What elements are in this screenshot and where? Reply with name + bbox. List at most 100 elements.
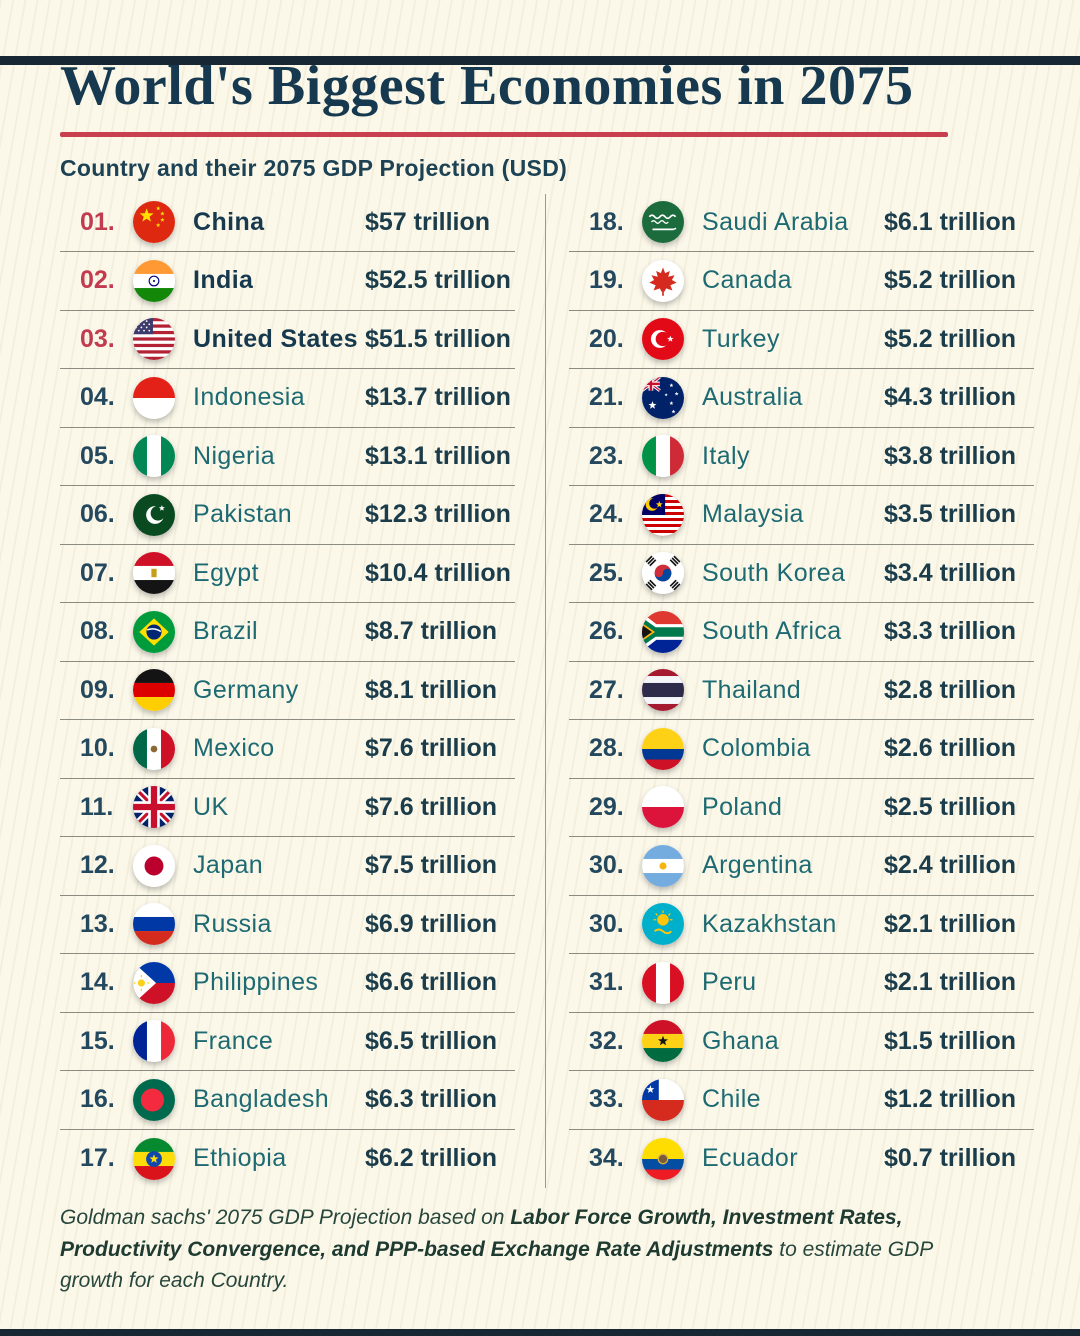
gdp-value: $13.1 trillion [365,441,511,470]
flag-argentina-icon [642,844,684,887]
country-name: Pakistan [193,500,293,529]
flag-germany-icon [133,669,175,712]
country-name: Nigeria [193,441,275,470]
country-name: India [193,266,254,295]
country-name: Japan [193,851,264,880]
rank-number: 27. [589,675,624,704]
list-item: 30. Kazakhstan $2.1 trillion [569,896,1034,955]
country-name: France [193,1026,274,1055]
flag-kazakhstan-icon [642,903,684,946]
gdp-value: $2.6 trillion [884,734,1016,763]
flag-italy-icon [642,435,684,478]
flag-russia-icon [133,903,175,946]
flag-bangladesh-icon [133,1078,175,1121]
flag-japan-icon [133,844,175,887]
bottom-edge-strip [0,1329,1080,1336]
gdp-value: $0.7 trillion [884,1144,1016,1173]
country-name: South Africa [702,617,842,646]
flag-mexico-icon [133,727,175,770]
rank-number: 29. [589,792,624,821]
rank-number: 32. [589,1026,624,1055]
list-item: 13. Russia $6.9 trillion [60,896,515,955]
gdp-value: $2.8 trillion [884,675,1016,704]
list-item: 07. Egypt $10.4 trillion [60,545,515,604]
gdp-value: $52.5 trillion [365,266,511,295]
country-name: Egypt [193,558,259,587]
country-name: Colombia [702,734,811,763]
flag-egypt-icon [133,552,175,595]
list-item: 18. Saudi Arabia $6.1 trillion [569,194,1034,253]
rank-number: 18. [589,207,624,236]
rank-number: 26. [589,617,624,646]
rank-number: 11. [80,792,114,821]
list-item: 14. Philippines $6.6 trillion [60,954,515,1013]
column-divider [545,193,546,1189]
country-name: Kazakhstan [702,909,837,938]
rank-number: 17. [80,1144,115,1173]
rank-number: 08. [80,617,115,646]
country-name: Germany [193,675,299,704]
list-item: 20. Turkey $5.2 trillion [569,311,1034,370]
country-name: Ecuador [702,1144,798,1173]
flag-india-icon [133,259,175,302]
gdp-value: $6.1 trillion [884,207,1016,236]
rank-number: 20. [589,324,624,353]
list-item: 01. China $57 trillion [60,194,515,253]
gdp-value: $12.3 trillion [365,500,511,529]
gdp-value: $8.1 trillion [365,675,497,704]
gdp-value: $5.2 trillion [884,266,1016,295]
country-name: Chile [702,1085,761,1114]
country-name: UK [193,792,229,821]
rank-number: 14. [80,968,115,997]
ranking-table: 01. China $57 trillion 02. India $52.5 trilli… [60,193,1035,1189]
country-name: Thailand [702,675,802,704]
flag-poland-icon [642,786,684,829]
country-name: Indonesia [193,383,306,412]
country-name: Australia [702,383,803,412]
list-item: 23. Italy $3.8 trillion [569,428,1034,487]
gdp-value: $7.6 trillion [365,792,497,821]
rank-number: 06. [80,500,115,529]
list-item: 15. France $6.5 trillion [60,1013,515,1072]
list-item: 25. South Korea $3.4 trillion [569,545,1034,604]
list-item: 04. Indonesia $13.7 trillion [60,369,515,428]
gdp-value: $8.7 trillion [365,617,497,646]
ranking-column-right: 18. Saudi Arabia $6.1 trillion 19. Canada $5.… [569,194,1034,1189]
rank-number: 03. [80,324,115,353]
gdp-value: $6.9 trillion [365,909,497,938]
rank-number: 09. [80,675,115,704]
flag-china-icon [133,201,175,244]
list-item: 09. Germany $8.1 trillion [60,662,515,721]
list-item: 31. Peru $2.1 trillion [569,954,1034,1013]
gdp-value: $57 trillion [365,207,491,236]
flag-south-korea-icon [642,552,684,595]
gdp-value: $10.4 trillion [365,558,511,587]
gdp-value: $3.3 trillion [884,617,1016,646]
gdp-value: $6.2 trillion [365,1144,497,1173]
rank-number: 33. [589,1085,624,1114]
flag-thailand-icon [642,669,684,712]
footnote-text: Goldman sachs' 2075 GDP Projection based… [60,1206,511,1230]
footnote-bold-text: Labor Force Growth, Investment Rates, Pr… [60,1206,903,1261]
country-name: Peru [702,968,757,997]
flag-chile-icon [642,1078,684,1121]
list-item: 21. Australia $4.3 trillion [569,369,1034,428]
country-name: Ghana [702,1026,780,1055]
flag-france-icon [133,1020,175,1063]
country-name: Bangladesh [193,1085,330,1114]
rank-number: 02. [80,266,115,295]
country-name: Mexico [193,734,275,763]
flag-colombia-icon [642,727,684,770]
gdp-value: $6.5 trillion [365,1026,497,1055]
flag-south-africa-icon [642,610,684,653]
list-item: 17. Ethiopia $6.2 trillion [60,1130,515,1189]
country-name: Malaysia [702,500,804,529]
list-item: 24. Malaysia $3.5 trillion [569,486,1034,545]
flag-malaysia-icon [642,493,684,536]
rank-number: 15. [80,1026,115,1055]
country-name: Italy [702,441,750,470]
rank-number: 04. [80,383,115,412]
footnote: Goldman sachs' 2075 GDP Projection based… [60,1202,940,1297]
country-name: Saudi Arabia [702,207,849,236]
list-item: 11. UK $7.6 trillion [60,779,515,838]
